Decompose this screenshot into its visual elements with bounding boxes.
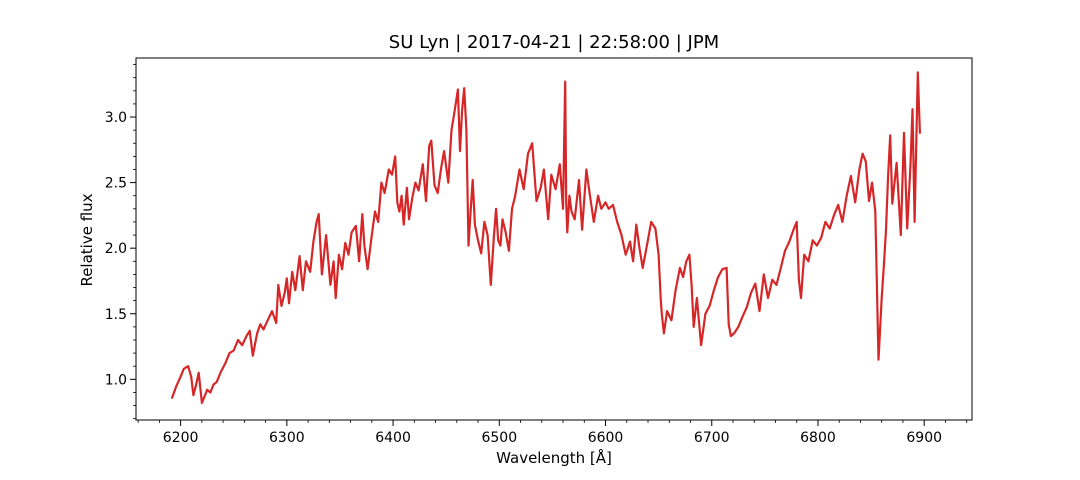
series-layer bbox=[172, 72, 920, 403]
spectrum-line bbox=[172, 72, 920, 403]
x-tick-label: 6600 bbox=[588, 430, 624, 446]
y-tick-label: 3.0 bbox=[105, 110, 127, 126]
x-tick-label: 6400 bbox=[375, 430, 411, 446]
x-tick-label: 6300 bbox=[269, 430, 305, 446]
chart-title: SU Lyn | 2017-04-21 | 22:58:00 | JPM bbox=[389, 32, 719, 53]
x-tick-label: 6900 bbox=[906, 430, 942, 446]
x-tick-label: 6800 bbox=[800, 430, 836, 446]
x-tick-label: 6700 bbox=[694, 430, 730, 446]
y-tick-label: 1.0 bbox=[105, 372, 127, 388]
axis-ticks: 6200 6300 6400 6500 6600 6700 6800 6900 1.0 1.5 2.… bbox=[105, 65, 967, 446]
x-tick-label: 6200 bbox=[163, 430, 199, 446]
y-axis-label: Relative flux bbox=[78, 193, 96, 286]
y-tick-label: 1.5 bbox=[105, 307, 127, 323]
x-axis-label: Wavelength [Å] bbox=[496, 448, 612, 467]
x-tick-label: 6500 bbox=[481, 430, 517, 446]
y-tick-label: 2.5 bbox=[105, 176, 127, 192]
y-tick-label: 2.0 bbox=[105, 241, 127, 257]
plot-frame bbox=[136, 58, 972, 420]
